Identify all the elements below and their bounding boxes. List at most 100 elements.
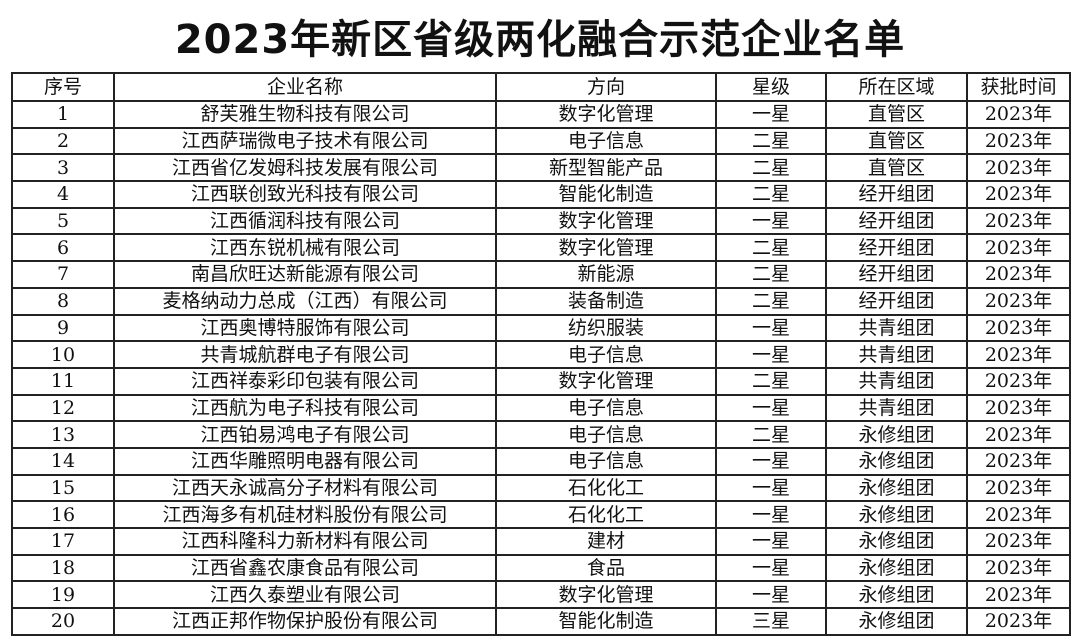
- cell-approval-time: 2023年: [966, 126, 1071, 156]
- cell-approval-time: 2023年: [966, 260, 1071, 289]
- cell-approval-time: 2023年: [966, 420, 1071, 449]
- cell-region: 直管区: [825, 126, 968, 156]
- cell-serial-number: 15: [11, 473, 115, 503]
- table-row: 15 江西天永诚高分子材料有限公司 石化化工 一星 永修组团 2023年: [11, 473, 1071, 503]
- cell-star-level: 二星: [715, 233, 827, 263]
- cell-region: 共青组团: [825, 366, 968, 396]
- cell-approval-time: 2023年: [966, 366, 1071, 396]
- cell-serial-number: 4: [11, 180, 115, 209]
- column-header-star-level: 星级: [715, 72, 827, 102]
- cell-region: 直管区: [825, 100, 968, 129]
- cell-serial-number: 13: [11, 420, 115, 449]
- cell-star-level: 一星: [715, 553, 827, 583]
- cell-direction: 新型智能产品: [495, 153, 717, 183]
- cell-region: 永修组团: [825, 580, 968, 610]
- cell-star-level: 二星: [715, 153, 827, 183]
- cell-approval-time: 2023年: [966, 500, 1071, 529]
- cell-approval-time: 2023年: [966, 233, 1071, 263]
- table-header-row: 序号 企业名称 方向 星级 所在区域 获批时间: [11, 72, 1071, 102]
- table-row: 19 江西久泰塑业有限公司 数字化管理 一星 永修组团 2023年: [11, 580, 1071, 610]
- cell-company-name: 江西省鑫农康食品有限公司: [113, 553, 497, 583]
- cell-approval-time: 2023年: [966, 286, 1071, 316]
- cell-approval-time: 2023年: [966, 527, 1071, 556]
- cell-serial-number: 18: [11, 553, 115, 583]
- cell-company-name: 江西循润科技有限公司: [113, 206, 497, 236]
- cell-direction: 建材: [495, 527, 717, 556]
- cell-company-name: 江西科隆科力新材料有限公司: [113, 527, 497, 556]
- table-row: 11 江西祥泰彩印包装有限公司 数字化管理 二星 共青组团 2023年: [11, 366, 1071, 396]
- table-row: 18 江西省鑫农康食品有限公司 食品 一星 永修组团 2023年: [11, 553, 1071, 583]
- cell-serial-number: 19: [11, 580, 115, 610]
- cell-star-level: 二星: [715, 420, 827, 449]
- cell-company-name: 江西铂易鸿电子有限公司: [113, 420, 497, 449]
- cell-star-level: 二星: [715, 180, 827, 209]
- table-row: 6 江西东锐机械有限公司 数字化管理 二星 经开组团 2023年: [11, 233, 1071, 263]
- cell-direction: 电子信息: [495, 446, 717, 476]
- cell-direction: 石化化工: [495, 473, 717, 503]
- table-row: 3 江西省亿发姆科技发展有限公司 新型智能产品 二星 直管区 2023年: [11, 153, 1071, 183]
- column-header-serial-number: 序号: [11, 72, 115, 102]
- cell-approval-time: 2023年: [966, 206, 1071, 236]
- cell-region: 永修组团: [825, 473, 968, 503]
- cell-company-name: 江西联创致光科技有限公司: [113, 180, 497, 209]
- cell-approval-time: 2023年: [966, 180, 1071, 209]
- cell-star-level: 三星: [715, 607, 827, 636]
- cell-star-level: 一星: [715, 446, 827, 476]
- cell-company-name: 共青城航群电子有限公司: [113, 340, 497, 369]
- enterprise-table: 序号 企业名称 方向 星级 所在区域 获批时间 1 舒芙雅生物科技有限公司 数字化管理 一星 直管…: [11, 72, 1071, 636]
- table-row: 9 江西奥博特服饰有限公司 纺织服装 一星 共青组团 2023年: [11, 313, 1071, 343]
- cell-approval-time: 2023年: [966, 607, 1071, 636]
- cell-company-name: 江西祥泰彩印包装有限公司: [113, 366, 497, 396]
- cell-company-name: 舒芙雅生物科技有限公司: [113, 100, 497, 129]
- cell-star-level: 二星: [715, 126, 827, 156]
- cell-approval-time: 2023年: [966, 100, 1071, 129]
- cell-serial-number: 16: [11, 500, 115, 529]
- table-row: 8 麦格纳动力总成（江西）有限公司 装备制造 二星 经开组团 2023年: [11, 286, 1071, 316]
- cell-direction: 数字化管理: [495, 206, 717, 236]
- cell-region: 经开组团: [825, 233, 968, 263]
- cell-star-level: 二星: [715, 286, 827, 316]
- cell-serial-number: 5: [11, 206, 115, 236]
- cell-direction: 装备制造: [495, 286, 717, 316]
- cell-direction: 数字化管理: [495, 580, 717, 610]
- column-header-company-name: 企业名称: [113, 72, 497, 102]
- table-row: 10 共青城航群电子有限公司 电子信息 一星 共青组团 2023年: [11, 340, 1071, 369]
- cell-approval-time: 2023年: [966, 340, 1071, 369]
- cell-region: 共青组团: [825, 340, 968, 369]
- cell-serial-number: 7: [11, 260, 115, 289]
- cell-region: 永修组团: [825, 500, 968, 529]
- cell-serial-number: 10: [11, 340, 115, 369]
- cell-serial-number: 8: [11, 286, 115, 316]
- cell-star-level: 一星: [715, 580, 827, 610]
- table-row: 7 南昌欣旺达新能源有限公司 新能源 二星 经开组团 2023年: [11, 260, 1071, 289]
- cell-serial-number: 9: [11, 313, 115, 343]
- cell-direction: 智能化制造: [495, 180, 717, 209]
- cell-direction: 石化化工: [495, 500, 717, 529]
- cell-region: 永修组团: [825, 553, 968, 583]
- cell-company-name: 江西萨瑞微电子技术有限公司: [113, 126, 497, 156]
- cell-region: 永修组团: [825, 420, 968, 449]
- cell-star-level: 一星: [715, 206, 827, 236]
- page-title: 2023年新区省级两化融合示范企业名单: [174, 17, 906, 63]
- table-row: 12 江西航为电子科技有限公司 电子信息 一星 共青组团 2023年: [11, 393, 1071, 423]
- cell-direction: 电子信息: [495, 340, 717, 369]
- cell-region: 永修组团: [825, 607, 968, 636]
- cell-region: 经开组团: [825, 260, 968, 289]
- cell-approval-time: 2023年: [966, 473, 1071, 503]
- cell-direction: 数字化管理: [495, 366, 717, 396]
- table-row: 1 舒芙雅生物科技有限公司 数字化管理 一星 直管区 2023年: [11, 100, 1071, 129]
- cell-approval-time: 2023年: [966, 153, 1071, 183]
- cell-company-name: 江西久泰塑业有限公司: [113, 580, 497, 610]
- table-row: 13 江西铂易鸿电子有限公司 电子信息 二星 永修组团 2023年: [11, 420, 1071, 449]
- cell-company-name: 麦格纳动力总成（江西）有限公司: [113, 286, 497, 316]
- cell-serial-number: 11: [11, 366, 115, 396]
- table-row: 17 江西科隆科力新材料有限公司 建材 一星 永修组团 2023年: [11, 527, 1071, 556]
- cell-serial-number: 1: [11, 100, 115, 129]
- cell-star-level: 一星: [715, 313, 827, 343]
- cell-star-level: 一星: [715, 527, 827, 556]
- cell-serial-number: 14: [11, 446, 115, 476]
- cell-approval-time: 2023年: [966, 313, 1071, 343]
- table-row: 16 江西海多有机硅材料股份有限公司 石化化工 一星 永修组团 2023年: [11, 500, 1071, 529]
- cell-company-name: 江西华雕照明电器有限公司: [113, 446, 497, 476]
- cell-direction: 新能源: [495, 260, 717, 289]
